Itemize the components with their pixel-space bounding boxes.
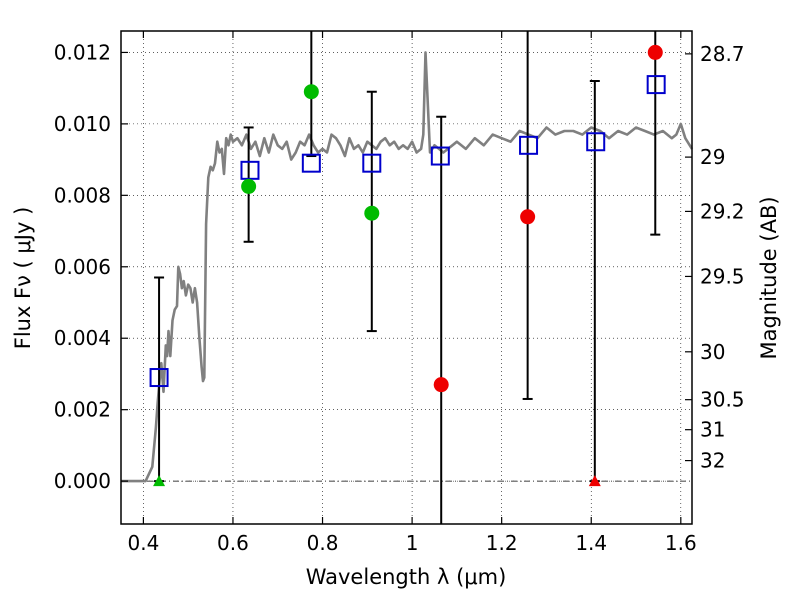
tick-layer [121, 31, 692, 524]
observed-flux-point [647, 44, 663, 60]
y-tick-label: 0.002 [54, 398, 111, 422]
y2-tick-label: 28.7 [700, 42, 745, 66]
model-flux-square [430, 146, 450, 166]
model-flux-square [240, 160, 260, 180]
y-tick-label: 0.008 [54, 183, 111, 207]
observed-flux-point [364, 205, 380, 221]
y2-tick-labels: 28.7 29 29.2 29.5 30 30.5 31 32 [700, 42, 745, 473]
y-tick-label: 0.006 [54, 255, 111, 279]
y-tick-label: 0.010 [54, 112, 111, 136]
observed-flux-point [241, 178, 257, 194]
model-flux-square [301, 153, 321, 173]
x-tick-label: 1 [406, 531, 419, 555]
model-flux-square [586, 132, 606, 152]
y2-tick-label: 30.5 [700, 388, 745, 412]
upper-limit-triangle [588, 475, 601, 487]
x-tick-label: 1.6 [665, 531, 697, 555]
observed-flux-point [433, 377, 449, 393]
x-tick-label: 1.4 [575, 531, 607, 555]
plot-frame [120, 30, 693, 525]
y2-tick-label: 32 [700, 449, 725, 473]
y2-tick-label: 29.5 [700, 264, 745, 288]
y2-tick-label: 29 [700, 145, 725, 169]
observed-flux-point [520, 209, 536, 225]
y2-tick-label: 30 [700, 340, 725, 364]
x-tick-label: 0.6 [217, 531, 249, 555]
model-flux-square [149, 368, 169, 388]
observed-flux-point [303, 84, 319, 100]
y2-tick-label: 31 [700, 418, 725, 442]
x-tick-label: 0.4 [127, 531, 159, 555]
y-tick-label: 0.004 [54, 326, 111, 350]
y2-axis-title: Magnitude (AB) [757, 196, 781, 359]
model-flux-square [519, 135, 539, 155]
model-flux-square [646, 75, 666, 95]
model-flux-square [362, 153, 382, 173]
x-tick-labels: 0.4 0.6 0.8 1 1.2 1.4 1.6 [127, 531, 696, 555]
y-tick-labels: 0.000 0.002 0.004 0.006 0.008 0.010 0.012 [54, 40, 111, 493]
x-tick-label: 1.2 [486, 531, 518, 555]
y-tick-label: 0.012 [54, 40, 111, 64]
marker-layer [149, 44, 666, 487]
upper-limit-triangle [153, 475, 166, 487]
y2-tick-label: 29.2 [700, 199, 745, 223]
x-tick-label: 0.8 [307, 531, 339, 555]
y-tick-label: 0.000 [54, 469, 111, 493]
x-axis-title: Wavelength λ (μm) [306, 565, 507, 589]
y-axis-title: Flux Fν ( μJy ) [11, 207, 35, 350]
